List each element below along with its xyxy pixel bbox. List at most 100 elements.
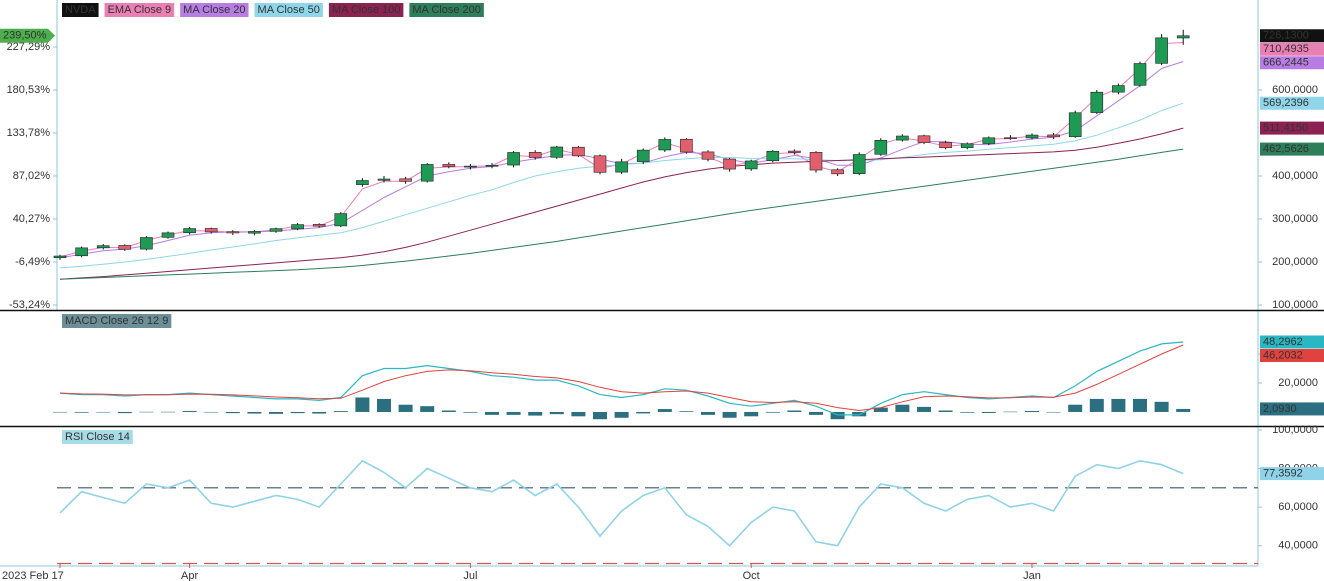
candle-body — [96, 245, 110, 249]
y-tick-label: 300,0000 — [1272, 213, 1318, 225]
histogram-bar — [117, 411, 132, 414]
candle-body — [1090, 91, 1104, 113]
legend-label: MA Close 100 — [332, 4, 400, 16]
histogram-bar — [204, 411, 219, 413]
y-tick-label: 100,0000 — [1272, 424, 1318, 436]
x-tick-label: 2023 Feb 17 — [2, 570, 64, 581]
y2-tick-label: 40,27% — [13, 213, 51, 225]
value-tag — [1260, 96, 1324, 110]
candle-body — [269, 228, 283, 232]
candle-body — [982, 137, 996, 144]
legend-label: MA Close 200 — [412, 4, 480, 16]
candle-body — [636, 149, 650, 162]
candle-body — [53, 255, 67, 259]
legend-label: MACD Close 26 12 9 — [65, 315, 168, 327]
y-tick-label: 200,0000 — [1272, 256, 1318, 268]
histogram-bar — [528, 411, 543, 416]
histogram-bar — [420, 406, 435, 412]
candle-body — [1047, 134, 1060, 138]
legend-box — [104, 3, 175, 17]
histogram-bar — [571, 411, 586, 417]
legend-box — [328, 3, 404, 17]
candle-body — [572, 146, 585, 157]
x-tick-label: Jul — [463, 570, 477, 581]
value-tag-label: 2,0930 — [1263, 403, 1297, 415]
y-tick-label: 400,0000 — [1272, 170, 1318, 182]
candle-body — [334, 213, 348, 227]
value-tag — [1260, 467, 1324, 481]
candle-body — [1004, 137, 1017, 140]
histogram-bar — [722, 411, 737, 418]
candle-body — [183, 228, 196, 234]
y-tick-label: 600,0000 — [1272, 84, 1318, 96]
histogram-bar — [809, 411, 823, 415]
candle-body — [464, 165, 477, 168]
candle-body — [507, 152, 520, 166]
histogram-bar — [830, 411, 845, 420]
candle-body — [917, 135, 931, 143]
candle-body — [485, 164, 499, 167]
series-line — [59, 127, 1184, 280]
candle-body — [356, 180, 369, 185]
legend-label: MA Close 20 — [183, 4, 245, 16]
value-tag — [1260, 402, 1324, 416]
histogram-bar — [333, 411, 348, 412]
histogram-bar — [917, 406, 931, 412]
candle-body — [896, 135, 909, 141]
candle-body — [140, 237, 153, 250]
candle-body — [420, 164, 434, 182]
y-tick-label: 40,0000 — [1278, 540, 1318, 552]
histogram-bar — [1176, 408, 1191, 412]
legend-box — [409, 3, 484, 17]
histogram-bar — [225, 411, 240, 414]
series-line — [59, 102, 1184, 269]
y2-tick-label: 87,02% — [13, 170, 51, 182]
candle-body — [809, 152, 823, 171]
candle-body — [528, 152, 542, 158]
candle-body — [550, 146, 564, 158]
value-tag-label: 710,4935 — [1263, 43, 1309, 55]
candle-body — [744, 160, 758, 170]
value-tag-label: 666,2445 — [1263, 57, 1309, 69]
value-tag — [1260, 56, 1324, 70]
histogram-bar — [873, 407, 888, 412]
legend-label: NVDA — [65, 4, 96, 16]
histogram-bar — [398, 404, 413, 412]
candle-body — [960, 143, 974, 148]
value-tag-label: 77,3592 — [1263, 468, 1303, 480]
histogram-bar — [657, 409, 672, 412]
histogram-bar — [765, 411, 780, 413]
legend-box — [180, 3, 249, 17]
candle-body — [118, 245, 132, 250]
candle-body — [701, 151, 715, 160]
y2-tick-label: -53,24% — [9, 299, 50, 311]
candle-body — [1025, 134, 1039, 139]
histogram-bar — [1025, 410, 1039, 412]
histogram-bar — [485, 411, 499, 415]
histogram-bar — [852, 411, 867, 417]
candle-body — [377, 178, 391, 181]
histogram-bar — [96, 411, 111, 413]
histogram-bar — [549, 411, 564, 415]
histogram-bar — [182, 410, 197, 412]
histogram-bar — [290, 411, 305, 414]
legend-box — [62, 314, 172, 328]
left-value-tag-label: 239,50% — [3, 30, 47, 42]
candle-body — [204, 228, 218, 233]
value-tag — [1260, 29, 1324, 43]
candle-body — [399, 178, 412, 182]
candle-body — [312, 224, 326, 227]
histogram-bar — [938, 410, 953, 412]
histogram-bar — [636, 411, 651, 414]
value-tag — [1260, 335, 1324, 349]
value-tag-label: 726,1300 — [1263, 30, 1309, 42]
legend-box — [254, 3, 323, 17]
histogram-bar — [981, 411, 996, 413]
value-tag — [1260, 121, 1324, 135]
candle-body — [831, 169, 844, 175]
legend-box — [62, 430, 133, 444]
y-tick-label: 20,0000 — [1278, 377, 1318, 389]
histogram-bar — [960, 411, 975, 413]
